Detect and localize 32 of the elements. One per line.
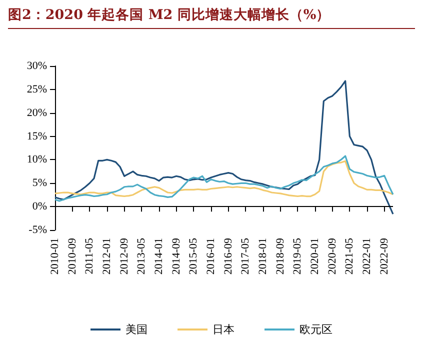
y-tick-label: 30% bbox=[26, 60, 47, 72]
y-tick-label: 10% bbox=[26, 154, 47, 166]
legend-label: 日本 bbox=[212, 323, 234, 336]
x-tick-label: 2016-01 bbox=[205, 238, 217, 275]
x-tick-label: 2022-09 bbox=[378, 238, 390, 275]
x-tick-label: 2013-05 bbox=[136, 238, 148, 275]
chart-title: 图2：2020 年起各国 M2 同比增速大幅增长（%） bbox=[8, 6, 415, 29]
x-tick-label: 2014-09 bbox=[170, 238, 182, 275]
x-tick-label: 2014-01 bbox=[153, 238, 165, 275]
x-tick-label: 2020-01 bbox=[309, 238, 321, 275]
x-tick-label: 2012-09 bbox=[118, 238, 130, 275]
legend-label: 美国 bbox=[126, 323, 148, 336]
x-tick-label: 2018-01 bbox=[257, 238, 269, 275]
x-tick-label: 2015-05 bbox=[188, 238, 200, 275]
legend-label: 欧元区 bbox=[300, 323, 332, 336]
y-tick-label: 20% bbox=[26, 106, 47, 119]
x-tick-label: 2021-05 bbox=[344, 238, 356, 275]
x-tick-label: 2020-09 bbox=[326, 238, 338, 275]
y-tick-label: 15% bbox=[26, 130, 47, 142]
x-tick-label: 2012-01 bbox=[101, 238, 113, 275]
x-tick-label: 2010-09 bbox=[66, 238, 78, 275]
x-tick-label: 2018-09 bbox=[274, 238, 286, 275]
x-tick-label: 2010-01 bbox=[49, 238, 61, 275]
y-tick-label: 5% bbox=[32, 177, 47, 190]
y-tick-label: 25% bbox=[26, 83, 47, 96]
x-tick-label: 2022-01 bbox=[361, 238, 373, 275]
y-tick-label: -5% bbox=[28, 224, 47, 236]
x-tick-label: 2011-05 bbox=[84, 238, 96, 274]
x-tick-label: 2019-05 bbox=[292, 238, 304, 275]
y-tick-label: 0% bbox=[32, 200, 47, 213]
x-tick-label: 2017-05 bbox=[240, 238, 252, 275]
x-tick-label: 2016-09 bbox=[222, 238, 234, 275]
